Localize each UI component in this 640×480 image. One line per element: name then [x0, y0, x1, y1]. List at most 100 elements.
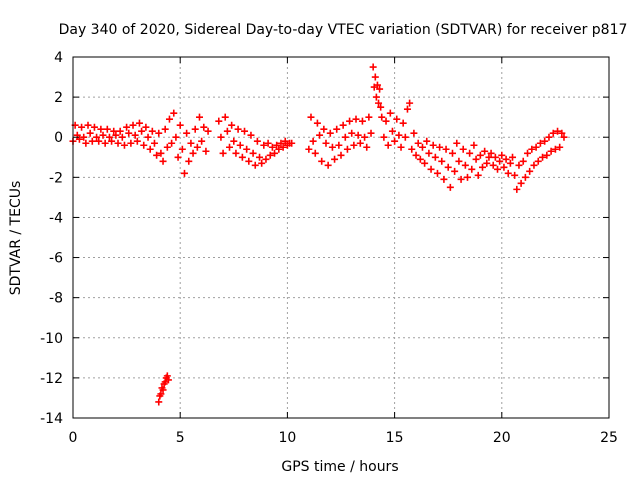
data-point	[260, 141, 268, 149]
data-point	[378, 113, 386, 121]
data-point	[322, 139, 330, 147]
data-point	[496, 157, 504, 165]
data-point	[150, 139, 158, 147]
data-point	[155, 129, 163, 137]
data-point	[500, 163, 508, 171]
data-point	[365, 113, 373, 121]
data-point	[84, 121, 92, 129]
data-point	[198, 137, 206, 145]
data-point	[423, 137, 431, 145]
data-point	[346, 117, 354, 125]
y-tick-label: 4	[54, 50, 63, 66]
data-point	[436, 143, 444, 151]
data-point	[204, 127, 212, 135]
data-point	[545, 133, 553, 141]
data-point	[183, 129, 191, 137]
data-point	[372, 93, 380, 101]
data-point	[511, 171, 519, 179]
data-point	[271, 149, 279, 157]
data-point	[313, 119, 321, 127]
data-point	[273, 141, 281, 149]
data-point	[178, 145, 186, 153]
data-point	[251, 161, 259, 169]
data-point	[140, 141, 148, 149]
data-point	[217, 133, 225, 141]
data-point	[528, 145, 536, 153]
data-point	[481, 147, 489, 155]
data-point	[468, 165, 476, 173]
data-point	[247, 131, 255, 139]
data-point	[249, 149, 257, 157]
y-tick-label: -12	[40, 371, 63, 387]
data-point	[326, 129, 334, 137]
data-point	[431, 153, 439, 161]
data-point	[554, 127, 562, 135]
data-point	[75, 135, 83, 143]
data-point	[526, 167, 534, 175]
data-point	[320, 125, 328, 133]
y-tick-label: -6	[49, 251, 63, 267]
data-point	[451, 167, 459, 175]
data-point	[279, 143, 287, 151]
data-point	[446, 183, 454, 191]
data-point	[118, 133, 126, 141]
data-point	[135, 119, 143, 127]
data-point	[433, 169, 441, 177]
x-tick-label: 0	[69, 430, 78, 446]
data-point	[494, 165, 502, 173]
data-point	[163, 372, 171, 380]
data-point	[99, 131, 107, 139]
data-point	[466, 149, 474, 157]
y-tick-labels: 4 2 0 -2 -4 -6 -8 -10 -12 -14	[40, 50, 63, 427]
data-point	[549, 129, 557, 137]
data-point	[193, 143, 201, 151]
data-point	[343, 145, 351, 153]
data-point	[305, 145, 313, 153]
data-point	[440, 175, 448, 183]
plot-frame	[72, 56, 610, 419]
data-point	[241, 127, 249, 135]
data-point	[429, 141, 437, 149]
data-point	[187, 139, 195, 147]
data-point	[425, 149, 433, 157]
data-point	[129, 121, 137, 129]
data-point	[551, 145, 559, 153]
data-point	[530, 161, 538, 169]
data-point	[307, 113, 315, 121]
data-point	[556, 143, 564, 151]
data-point	[110, 127, 118, 135]
data-point	[375, 99, 383, 107]
data-point	[318, 157, 326, 165]
data-point	[376, 85, 384, 93]
data-point	[539, 153, 547, 161]
data-point	[489, 161, 497, 169]
data-point	[386, 109, 394, 117]
data-point	[442, 145, 450, 153]
data-point	[127, 139, 135, 147]
data-point	[142, 123, 150, 131]
y-tick-label: 0	[54, 130, 63, 146]
data-point	[470, 141, 478, 149]
data-point	[382, 117, 390, 125]
data-point	[78, 123, 86, 131]
data-point	[266, 151, 274, 159]
data-point	[146, 145, 154, 153]
data-point	[243, 145, 251, 153]
data-point	[504, 169, 512, 177]
data-point	[455, 157, 463, 165]
data-point	[138, 127, 146, 135]
data-point	[125, 129, 133, 137]
y-tick-label: -8	[49, 291, 63, 307]
data-point	[461, 161, 469, 169]
data-point	[157, 390, 165, 398]
data-point	[543, 151, 551, 159]
data-point	[170, 109, 178, 117]
data-point	[176, 121, 184, 129]
data-point	[101, 139, 109, 147]
data-point	[245, 157, 253, 165]
data-point	[358, 117, 366, 125]
data-point	[114, 139, 122, 147]
data-point	[191, 125, 199, 133]
